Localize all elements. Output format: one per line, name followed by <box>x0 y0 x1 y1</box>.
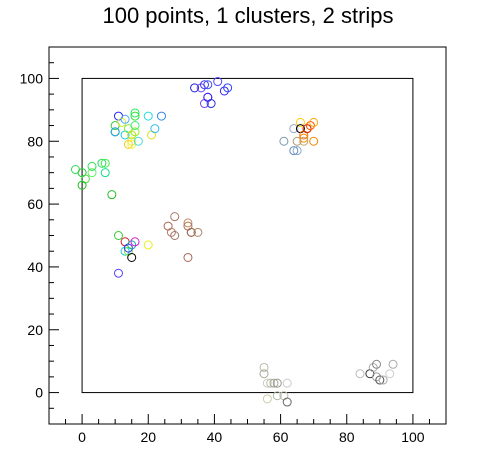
x-tick-label: 40 <box>207 429 223 445</box>
data-point <box>309 136 319 146</box>
data-point <box>295 117 305 127</box>
data-point <box>355 369 365 379</box>
data-point <box>100 158 110 168</box>
data-point <box>127 130 137 140</box>
y-tick-label: 40 <box>27 259 43 275</box>
y-tick-label: 100 <box>20 70 44 86</box>
data-point <box>305 121 315 131</box>
data-point <box>123 243 133 253</box>
data-point <box>289 146 299 156</box>
data-point <box>77 180 87 190</box>
data-point <box>372 359 382 369</box>
data-point <box>120 114 130 124</box>
data-point <box>259 369 269 379</box>
y-tick-label: 20 <box>27 322 43 338</box>
data-point <box>206 99 216 109</box>
data-point <box>130 121 140 131</box>
data-point <box>289 124 299 134</box>
plot-frame <box>48 46 447 425</box>
data-point <box>272 391 282 401</box>
data-point <box>170 231 180 240</box>
data-point <box>127 252 137 262</box>
data-point <box>143 240 153 250</box>
data-point <box>127 240 137 250</box>
data-point <box>156 111 166 121</box>
data-point <box>199 80 209 90</box>
data-point <box>166 227 176 237</box>
data-point <box>388 359 398 369</box>
data-point <box>292 146 302 156</box>
x-tick-label: 0 <box>78 429 86 445</box>
data-point <box>130 237 140 247</box>
data-point <box>130 127 140 137</box>
data-point <box>143 111 153 121</box>
data-point <box>183 218 193 228</box>
data-point <box>299 136 309 146</box>
data-point <box>378 375 388 385</box>
data-point <box>193 227 203 237</box>
data-point <box>130 111 140 121</box>
data-point <box>123 139 133 149</box>
data-point <box>272 378 282 388</box>
data-point <box>302 124 312 134</box>
data-point <box>150 124 160 134</box>
y-tick-label: 80 <box>27 133 43 149</box>
axis-tick-labels: 0 20 40 60 80 100 0 20 40 60 80 100 <box>20 70 425 445</box>
data-point <box>170 212 180 222</box>
data-point <box>262 378 272 388</box>
data-point <box>87 161 97 171</box>
data-point <box>282 378 292 388</box>
x-tick-label: 80 <box>339 429 355 445</box>
data-point <box>299 133 309 143</box>
data-point <box>279 136 289 146</box>
reference-box <box>81 77 414 394</box>
data-point <box>120 246 130 256</box>
data-points <box>70 77 398 407</box>
data-point <box>130 108 140 118</box>
data-point <box>87 168 97 178</box>
data-point <box>213 77 223 87</box>
data-point <box>107 190 117 200</box>
x-tick-label: 100 <box>401 429 425 445</box>
y-tick-label: 60 <box>27 196 43 212</box>
x-tick-label: 60 <box>273 429 289 445</box>
data-point <box>97 158 107 168</box>
data-point <box>266 378 276 388</box>
data-point <box>183 252 193 262</box>
data-point <box>262 394 272 404</box>
data-point <box>309 117 319 127</box>
data-point <box>186 227 196 237</box>
data-point <box>368 362 378 372</box>
data-point <box>385 369 395 379</box>
data-point <box>133 136 143 146</box>
data-point <box>269 378 279 388</box>
data-point <box>223 83 233 93</box>
data-point <box>127 136 137 146</box>
data-point <box>100 168 110 178</box>
data-point <box>113 231 123 240</box>
axis-ticks <box>48 46 447 425</box>
y-tick-label: 0 <box>35 385 43 401</box>
data-point <box>282 397 292 407</box>
data-point <box>219 86 229 96</box>
x-tick-label: 20 <box>140 429 156 445</box>
data-point <box>375 375 385 385</box>
data-point <box>110 127 120 137</box>
data-point <box>117 117 127 127</box>
data-point <box>113 268 123 278</box>
chart-title: 100 points, 1 clusters, 2 strips <box>102 3 393 28</box>
data-point <box>259 362 269 372</box>
data-point <box>203 80 213 90</box>
data-point <box>190 83 200 93</box>
